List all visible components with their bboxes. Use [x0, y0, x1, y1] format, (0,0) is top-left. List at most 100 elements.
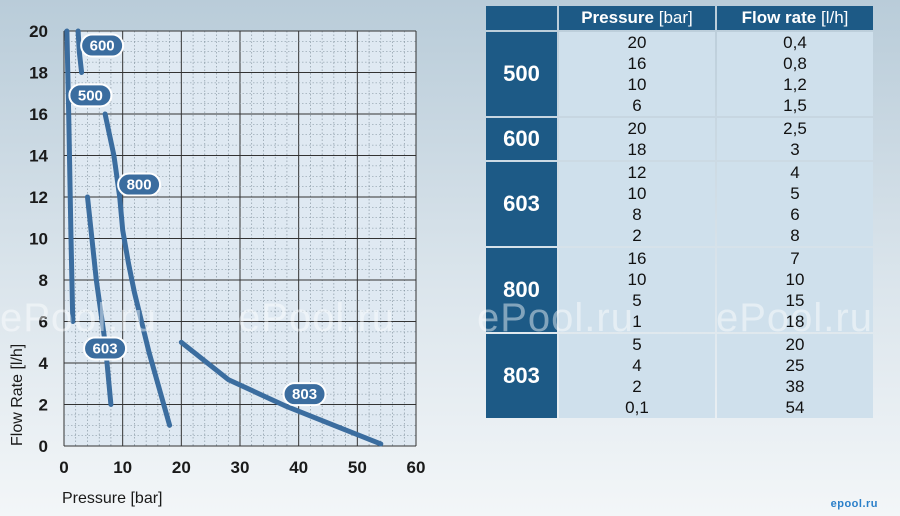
series-label-803: 803 — [282, 382, 327, 407]
flow-value: 54 — [785, 398, 805, 417]
flow-value: 3 — [790, 140, 800, 159]
pressure-column-header: Pressure [bar] — [559, 6, 715, 30]
y-tick-label: 2 — [39, 396, 48, 415]
flow-column-unit: [l/h] — [820, 8, 849, 27]
flow-value: 7 — [790, 249, 800, 268]
series-label-badge — [68, 83, 113, 108]
pressure-flow-table: Pressure [bar] Flow rate [l/h] 500 20 16 10… — [484, 4, 875, 420]
flow-values-cell: 7 10 15 18 — [717, 248, 873, 332]
flow-values-cell: 2,5 3 — [717, 118, 873, 160]
series-label-500: 500 — [68, 83, 113, 108]
flow-value: 2,5 — [783, 119, 807, 138]
model-cell: 803 — [486, 334, 557, 418]
pressure-value: 6 — [632, 96, 642, 115]
flow-value: 18 — [785, 312, 805, 331]
table-row: 803 5 4 2 0,1 20 25 38 54 — [486, 334, 873, 418]
site-logo: epool.ru — [830, 498, 878, 510]
pressure-column-name: Pressure — [581, 8, 654, 27]
series-label-800: 800 — [117, 172, 162, 197]
series-label-text: 600 — [90, 38, 115, 55]
x-tick-label: 0 — [59, 458, 68, 477]
y-tick-label: 16 — [29, 105, 48, 124]
pressure-value: 10 — [627, 184, 647, 203]
flow-value: 5 — [790, 184, 800, 203]
series-label-text: 803 — [292, 386, 317, 403]
pressure-value: 10 — [627, 75, 647, 94]
series-label-badge — [282, 382, 327, 407]
x-axis-title: Pressure [bar] — [62, 490, 162, 507]
series-label-badge — [80, 33, 125, 58]
flow-value: 15 — [785, 291, 805, 310]
flow-values-cell: 20 25 38 54 — [717, 334, 873, 418]
series-label-text: 800 — [127, 177, 152, 194]
y-tick-label: 6 — [39, 313, 48, 332]
y-tick-label: 12 — [29, 188, 48, 207]
series-line-600 — [75, 28, 85, 75]
y-tick-label: 0 — [39, 437, 48, 456]
y-tick-label: 18 — [29, 64, 48, 83]
model-cell: 603 — [486, 162, 557, 246]
flow-values-cell: 4 5 6 8 — [717, 162, 873, 246]
pressure-value: 20 — [627, 119, 647, 138]
flow-value: 0,8 — [783, 54, 807, 73]
flow-column-header: Flow rate [l/h] — [717, 6, 873, 30]
flow-value: 25 — [785, 356, 805, 375]
pressure-value: 1 — [632, 312, 642, 331]
pressure-value: 4 — [632, 356, 642, 375]
pressure-value: 5 — [632, 335, 642, 354]
flow-column-name: Flow rate — [741, 8, 817, 27]
series-label-badge — [83, 336, 128, 361]
model-cell: 500 — [486, 32, 557, 116]
x-tick-label: 40 — [289, 458, 308, 477]
flow-values-cell: 0,4 0,8 1,2 1,5 — [717, 32, 873, 116]
x-tick-label: 30 — [231, 458, 250, 477]
pressure-value: 16 — [627, 249, 647, 268]
table-row: 800 16 10 5 1 7 10 15 18 — [486, 248, 873, 332]
series-line-603 — [85, 194, 114, 407]
table-row: 500 20 16 10 6 0,4 0,8 1,2 1,5 — [486, 32, 873, 116]
series-line-800 — [102, 111, 173, 428]
flow-value: 4 — [790, 163, 800, 182]
table-corner — [486, 6, 557, 30]
series-line-803 — [178, 339, 384, 447]
flow-value: 38 — [785, 377, 805, 396]
flow-value: 0,4 — [783, 33, 807, 52]
table-row: 603 12 10 8 2 4 5 6 8 — [486, 162, 873, 246]
x-tick-label: 20 — [172, 458, 191, 477]
flow-value: 10 — [785, 270, 805, 289]
series-label-badge — [117, 172, 162, 197]
series-label-text: 500 — [78, 87, 103, 104]
y-tick-label: 20 — [29, 22, 48, 41]
flow-value: 20 — [785, 335, 805, 354]
flow-value: 1,2 — [783, 75, 807, 94]
series-label-text: 603 — [93, 340, 118, 357]
series-label-603: 603 — [83, 336, 128, 361]
pressure-value: 2 — [632, 226, 642, 245]
chart-curves: 600 500 800 603 803 — [64, 28, 384, 447]
x-tick-label: 60 — [407, 458, 426, 477]
pressure-value: 16 — [627, 54, 647, 73]
pressure-column-unit: [bar] — [658, 8, 693, 27]
pressure-value: 12 — [627, 163, 647, 182]
flow-value: 8 — [790, 226, 800, 245]
table-header-row: Pressure [bar] Flow rate [l/h] — [486, 6, 873, 30]
x-tick-label: 10 — [113, 458, 132, 477]
pressure-value: 0,1 — [625, 398, 649, 417]
series-line-500 — [64, 28, 76, 324]
pressure-values-cell: 5 4 2 0,1 — [559, 334, 715, 418]
y-tick-label: 14 — [29, 147, 48, 166]
pressure-values-cell: 16 10 5 1 — [559, 248, 715, 332]
pressure-value: 18 — [627, 140, 647, 159]
pressure-values-cell: 20 18 — [559, 118, 715, 160]
pressure-value: 10 — [627, 270, 647, 289]
pressure-value: 5 — [632, 291, 642, 310]
flow-value: 1,5 — [783, 96, 807, 115]
pressure-value: 2 — [632, 377, 642, 396]
pressure-values-cell: 20 16 10 6 — [559, 32, 715, 116]
flow-value: 6 — [790, 205, 800, 224]
x-tick-label: 50 — [348, 458, 367, 477]
pressure-values-cell: 12 10 8 2 — [559, 162, 715, 246]
table-row: 600 20 18 2,5 3 — [486, 118, 873, 160]
